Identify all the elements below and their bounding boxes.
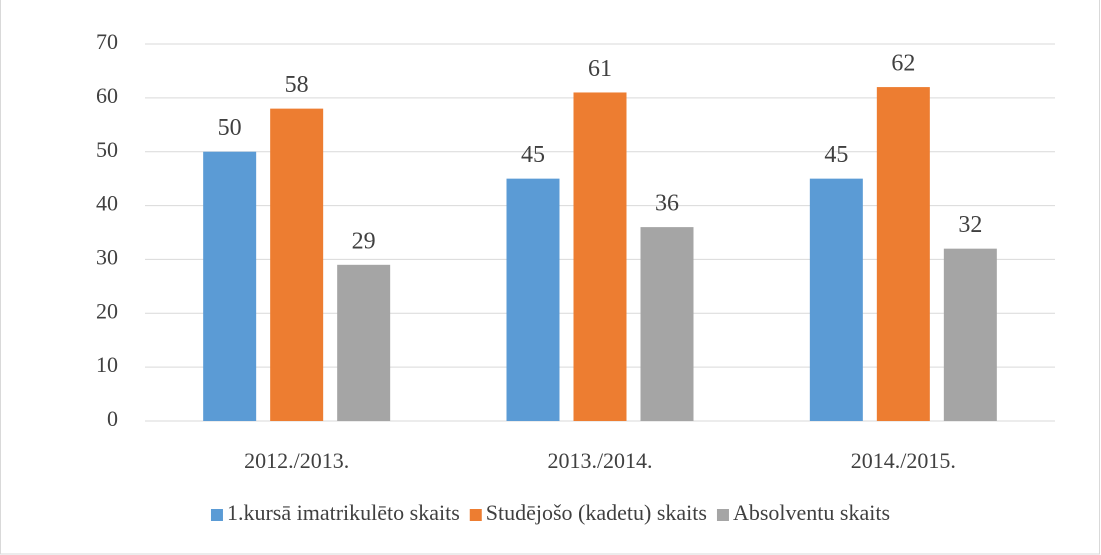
y-tick-label: 30 [96,244,118,269]
data-label: 36 [655,191,679,217]
legend-label: 1.kursā imatrikulēto skaits [227,500,460,525]
data-label: 32 [958,212,982,238]
data-label: 29 [352,228,376,254]
bar [573,92,627,421]
y-tick-label: 70 [96,29,118,54]
y-tick-label: 20 [96,298,118,323]
x-tick-label: 2013./2014. [547,448,652,473]
data-label: 58 [285,72,309,98]
y-tick-label: 0 [107,406,118,431]
x-tick-label: 2014./2015. [851,448,956,473]
bar [640,227,694,421]
legend-label: Absolventu skaits [733,500,890,525]
data-label: 61 [588,56,612,82]
bar [809,178,863,421]
legend-swatch [716,509,729,521]
data-label: 50 [218,115,242,141]
data-label: 45 [824,142,848,168]
bar [337,264,391,421]
bar [506,178,560,421]
x-tick-label: 2012./2013. [244,448,349,473]
y-tick-label: 50 [96,137,118,162]
bar [270,108,324,421]
legend-label: Studējošo (kadetu) skaits [486,500,707,525]
legend-swatch [210,509,223,521]
data-label: 62 [891,51,915,77]
y-tick-label: 60 [96,83,118,108]
bar [943,248,997,421]
data-label: 45 [521,142,545,168]
legend-swatch [469,509,482,521]
bar [876,87,930,421]
y-tick-label: 10 [96,352,118,377]
y-tick-label: 40 [96,191,118,216]
bar [203,151,257,421]
